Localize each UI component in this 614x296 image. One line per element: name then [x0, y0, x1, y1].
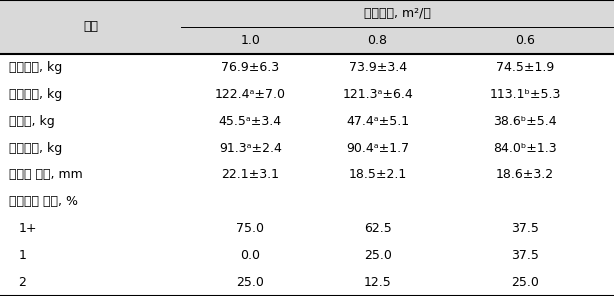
Text: 18.6±3.2: 18.6±3.2 [496, 168, 554, 181]
Text: 1.0: 1.0 [240, 34, 260, 47]
Text: 25.0: 25.0 [236, 276, 264, 289]
Text: 25.0: 25.0 [511, 276, 539, 289]
Text: 38.6ᵇ±5.4: 38.6ᵇ±5.4 [493, 115, 557, 128]
Text: 90.4ᵃ±1.7: 90.4ᵃ±1.7 [346, 141, 409, 155]
Text: 12.5: 12.5 [363, 276, 392, 289]
Text: 121.3ᵃ±6.4: 121.3ᵃ±6.4 [342, 88, 413, 101]
Text: 37.5: 37.5 [511, 222, 539, 235]
Text: 2: 2 [18, 276, 26, 289]
Text: 75.0: 75.0 [236, 222, 264, 235]
Text: 22.1±3.1: 22.1±3.1 [221, 168, 279, 181]
Text: 0.8: 0.8 [368, 34, 387, 47]
Text: 항목: 항목 [83, 20, 98, 33]
Text: 37.5: 37.5 [511, 249, 539, 262]
Text: 입고체중, kg: 입고체중, kg [9, 61, 63, 74]
Text: 76.9±6.3: 76.9±6.3 [221, 61, 279, 74]
Text: 도체등급 비율, %: 도체등급 비율, % [9, 195, 78, 208]
Text: 도체중량, kg: 도체중량, kg [9, 141, 63, 155]
Text: 18.5±2.1: 18.5±2.1 [349, 168, 406, 181]
Text: 91.3ᵃ±2.4: 91.3ᵃ±2.4 [219, 141, 282, 155]
Text: 1: 1 [18, 249, 26, 262]
Text: 출하체중, kg: 출하체중, kg [9, 88, 63, 101]
Text: 사육밀도, m²/두: 사육밀도, m²/두 [364, 7, 431, 20]
Text: 0.6: 0.6 [515, 34, 535, 47]
Text: 0.0: 0.0 [240, 249, 260, 262]
Text: 74.5±1.9: 74.5±1.9 [496, 61, 554, 74]
Text: 45.5ᵃ±3.4: 45.5ᵃ±3.4 [219, 115, 282, 128]
Text: 62.5: 62.5 [363, 222, 392, 235]
Text: 84.0ᵇ±1.3: 84.0ᵇ±1.3 [493, 141, 557, 155]
Text: 증체량, kg: 증체량, kg [9, 115, 55, 128]
Bar [0, 0, 614, 54]
Text: 47.4ᵃ±5.1: 47.4ᵃ±5.1 [346, 115, 409, 128]
Text: 73.9±3.4: 73.9±3.4 [349, 61, 406, 74]
Text: 122.4ᵃ±7.0: 122.4ᵃ±7.0 [215, 88, 286, 101]
Text: 1+: 1+ [18, 222, 37, 235]
Text: 113.1ᵇ±5.3: 113.1ᵇ±5.3 [489, 88, 561, 101]
Text: 25.0: 25.0 [363, 249, 392, 262]
Text: 등지방 두께, mm: 등지방 두께, mm [9, 168, 83, 181]
